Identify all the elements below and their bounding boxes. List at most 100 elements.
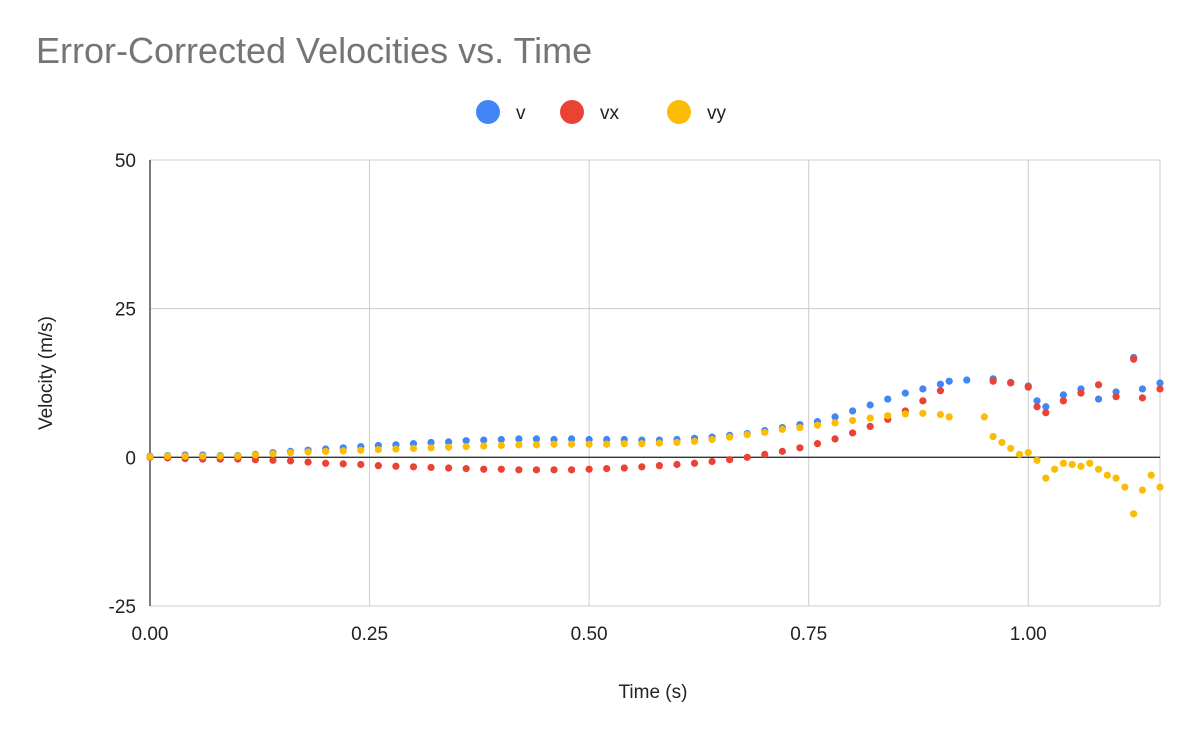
point-vx [1156, 385, 1164, 393]
point-vx [550, 466, 558, 474]
point-vx [567, 466, 576, 474]
point-vx [603, 465, 611, 473]
point-vy [655, 439, 663, 447]
point-vy [1121, 483, 1129, 491]
point-vy [743, 431, 751, 439]
point-vy [998, 438, 1006, 447]
point-v [1042, 403, 1050, 411]
point-vy [638, 440, 646, 448]
point-vx [1094, 381, 1103, 389]
point-v [866, 401, 874, 409]
point-v [1156, 379, 1164, 387]
point-v [567, 435, 576, 443]
data-points [146, 353, 1164, 518]
point-vx [585, 465, 593, 473]
y-tick-label: 50 [115, 151, 136, 172]
point-vx [1130, 355, 1138, 363]
point-vx [1033, 403, 1041, 411]
legend-label-vx: vx [600, 103, 620, 124]
point-v [936, 380, 945, 388]
point-vx [813, 440, 822, 448]
point-vx [1077, 389, 1085, 397]
point-vy [181, 452, 189, 460]
point-vy [778, 425, 786, 433]
point-vy [945, 413, 953, 421]
point-v [1138, 385, 1147, 393]
point-vy [884, 412, 892, 420]
point-v [480, 436, 488, 444]
point-v [831, 413, 839, 421]
point-v [945, 377, 953, 385]
point-vx [1042, 409, 1050, 417]
x-tick-label: 0.25 [351, 624, 388, 645]
point-vy [936, 410, 945, 419]
point-vx [796, 444, 804, 452]
point-vy [585, 440, 593, 448]
point-vy [234, 452, 242, 460]
point-vy [1077, 462, 1085, 470]
point-vx [462, 465, 470, 473]
point-vx [515, 466, 523, 474]
point-vx [392, 462, 400, 470]
legend-marker-v [476, 100, 500, 124]
point-vx [673, 460, 681, 469]
legend-marker-vx [560, 100, 584, 124]
chart-title: Error-Corrected Velocities vs. Time [36, 30, 593, 71]
legend-label-vy: vy [707, 103, 727, 124]
point-vx [409, 463, 418, 471]
axes: 0.00 0.25 0.50 0.75 1.00 -25 0 25 50 [109, 151, 1160, 645]
point-vy [1007, 444, 1015, 453]
point-vy [322, 447, 330, 455]
point-vy [1059, 459, 1067, 467]
point-vy [1068, 460, 1076, 469]
point-vx [708, 457, 716, 466]
point-v [919, 385, 927, 393]
point-vy [409, 444, 418, 453]
point-vy [1086, 459, 1094, 467]
point-vx [726, 456, 734, 464]
point-vx [655, 462, 663, 470]
point-vy [1033, 456, 1041, 464]
point-v [532, 435, 541, 443]
point-vx [497, 465, 505, 473]
point-vx [743, 453, 751, 461]
x-axis-title: Time (s) [619, 682, 688, 703]
point-vy [550, 440, 558, 448]
point-vy [269, 450, 277, 458]
point-v [1059, 391, 1067, 399]
point-vx [761, 450, 769, 458]
point-vx [620, 464, 628, 472]
point-vx [638, 463, 646, 471]
point-vx [919, 397, 927, 405]
point-vy [726, 433, 734, 441]
point-vy [251, 451, 259, 459]
point-vy [216, 452, 224, 460]
point-vy [199, 452, 207, 460]
point-vx [831, 435, 839, 443]
point-v [1033, 397, 1041, 405]
point-vy [673, 438, 681, 447]
y-axis-title: Velocity (m/s) [36, 316, 57, 430]
point-vx [1007, 379, 1015, 387]
point-v [963, 376, 971, 384]
point-vy [708, 435, 716, 444]
point-vx [304, 458, 312, 466]
point-vy [374, 446, 382, 454]
point-vy [1147, 471, 1155, 479]
point-vy [1156, 483, 1164, 491]
x-tick-label: 0.50 [571, 624, 608, 645]
y-tick-label: 0 [125, 448, 136, 469]
point-vx [445, 464, 453, 472]
point-vy [462, 443, 470, 451]
point-v [515, 435, 523, 443]
point-vy [901, 410, 909, 418]
legend-label-v: v [516, 103, 526, 124]
point-v [445, 438, 453, 446]
point-v [497, 435, 505, 444]
point-vy [1130, 510, 1138, 518]
point-vx [357, 460, 365, 469]
x-tick-label: 1.00 [1010, 624, 1047, 645]
point-vy [515, 441, 523, 449]
point-vy [1042, 474, 1050, 482]
point-vy [480, 442, 488, 450]
